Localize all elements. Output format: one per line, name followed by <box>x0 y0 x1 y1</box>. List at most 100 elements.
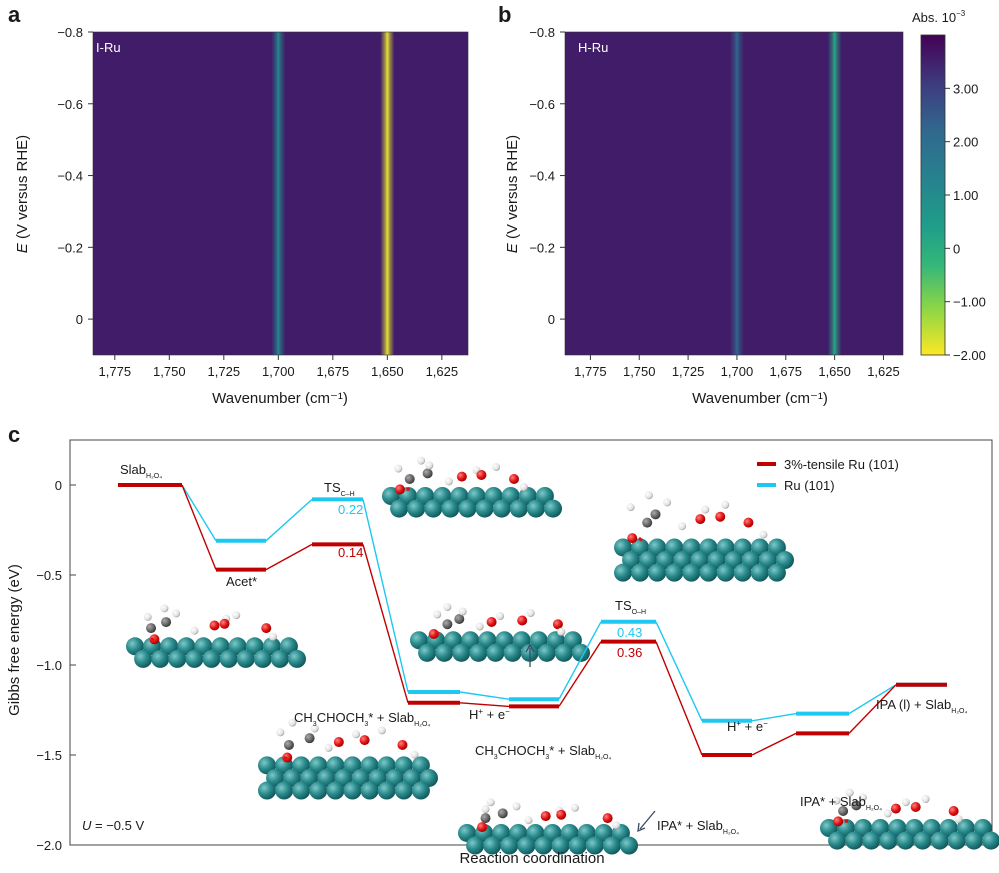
y-tick-label: −0.5 <box>36 568 62 583</box>
hydrogen-atom <box>487 798 495 806</box>
ru-atom <box>845 832 863 850</box>
x-axis-label-c: Reaction coordination <box>459 850 604 867</box>
ru-atom <box>476 500 494 518</box>
ru-atom <box>418 644 436 662</box>
hydrogen-atom <box>394 465 402 473</box>
oxygen-atom <box>541 811 551 821</box>
ru-atom <box>897 832 915 850</box>
oxygen-atom <box>397 740 407 750</box>
ru-atom <box>734 564 752 582</box>
carbon-atom <box>405 474 415 484</box>
ru-atom <box>768 564 786 582</box>
ru-atom <box>614 564 632 582</box>
hydrogen-atom <box>144 613 152 621</box>
hydrogen-atom <box>678 522 686 530</box>
y-tick-label: −0.6 <box>57 97 83 112</box>
ru-atom <box>828 832 846 850</box>
oxygen-atom <box>833 816 843 826</box>
label-sub: H₂O₄ <box>866 805 882 812</box>
energy-levels <box>118 485 947 755</box>
hydrogen-atom <box>172 609 180 617</box>
ru-atom <box>254 650 272 668</box>
colorbar-title-exp: −3 <box>956 9 966 18</box>
hydrogen-atom <box>922 795 930 803</box>
ru-atom <box>407 500 425 518</box>
connectors <box>182 485 896 755</box>
x-tick-label: 1,700 <box>262 364 295 379</box>
hydrogen-atom <box>512 802 520 810</box>
y-tick-label: −0.4 <box>57 169 83 184</box>
connector-ru <box>460 692 509 699</box>
label-main: Slab <box>120 462 146 477</box>
ru-atom <box>487 644 505 662</box>
oxygen-atom <box>627 533 637 543</box>
ru-atom <box>538 644 556 662</box>
ru-atom <box>435 644 453 662</box>
ru-atom <box>309 782 327 800</box>
label-slab: SlabH₂O₄ <box>120 462 162 480</box>
connector-tensile <box>460 703 509 707</box>
ru-atom <box>620 837 638 855</box>
oxygen-atom <box>509 474 519 484</box>
x-tick-label: 1,675 <box>770 364 803 379</box>
ru-atom <box>717 564 735 582</box>
ru-atom <box>424 500 442 518</box>
clip-strip <box>382 523 545 525</box>
y-tick-label: −2.0 <box>36 838 62 853</box>
hydrogen-atom <box>557 628 565 636</box>
ru-atom <box>412 782 430 800</box>
label-main: IPA* + Slab <box>657 818 723 833</box>
clip-strip <box>126 676 293 678</box>
x-tick-label: 1,725 <box>672 364 705 379</box>
ru-atom <box>344 782 362 800</box>
carbon-atom <box>161 617 171 627</box>
ru-atom <box>665 564 683 582</box>
clip-strip <box>410 665 580 667</box>
y-tick-label: −0.4 <box>529 169 555 184</box>
ru-atom <box>390 500 408 518</box>
ru-atom <box>151 650 169 668</box>
ru-atom <box>378 782 396 800</box>
label-sub: H₂O₄ <box>146 473 162 480</box>
bond <box>436 633 439 634</box>
x-axis-label-a: Wavenumber (cm⁻¹) <box>212 390 348 407</box>
hydrogen-atom <box>520 483 528 491</box>
seg: + e <box>741 719 763 734</box>
connector-ru <box>656 622 702 721</box>
connector-tensile <box>363 544 408 702</box>
y-axis-label-c: Gibbs free energy (eV) <box>6 564 23 716</box>
ru-atom <box>452 644 470 662</box>
oxygen-atom <box>457 472 467 482</box>
absorption-band-1700 <box>271 32 285 355</box>
molecular-structure-image <box>614 491 794 593</box>
carbon-atom <box>284 740 294 750</box>
label-ipa-a: IPA* + SlabH₂O₄ <box>657 818 739 836</box>
ru-atom <box>326 782 344 800</box>
y-axis-label-text: (V versus RHE) <box>504 135 521 243</box>
hydrogen-atom <box>645 491 653 499</box>
oxygen-atom <box>476 470 486 480</box>
carbon-atom <box>642 518 652 528</box>
connector-ru <box>363 499 408 692</box>
colorbar-title-text: Abs. 10 <box>912 10 956 25</box>
clip-strip <box>258 800 430 802</box>
energy-diagram-panel-c: 0−0.5−1.0−1.5−2.0 Gibbs free energy (eV)… <box>6 440 999 867</box>
y-tick-label: 0 <box>76 312 83 327</box>
label-ch3chococh3-a: CH3CHOCH3* + SlabH₂O₄ <box>294 710 430 728</box>
heatmap-panel-b: H-Ru Wavenumber (cm⁻¹) E (V versus RHE) … <box>504 25 903 407</box>
colorbar-tick-label: −1.00 <box>953 295 986 310</box>
hydrogen-atom <box>378 726 386 734</box>
hydrogen-atom <box>276 728 284 736</box>
seg-sup: − <box>505 707 510 716</box>
y-tick-label: −0.8 <box>529 25 555 40</box>
potential-value: = −0.5 V <box>91 818 144 833</box>
oxygen-atom <box>949 806 959 816</box>
barrier-value-ts-ch-tensile: 0.14 <box>338 545 363 560</box>
molecular-structure-image <box>258 719 438 802</box>
hydrogen-atom <box>701 506 709 514</box>
hydrogen-atom <box>571 804 579 812</box>
carbon-atom <box>454 614 464 624</box>
ru-atom <box>603 837 621 855</box>
ru-atom <box>965 832 983 850</box>
oxygen-atom <box>220 619 230 629</box>
